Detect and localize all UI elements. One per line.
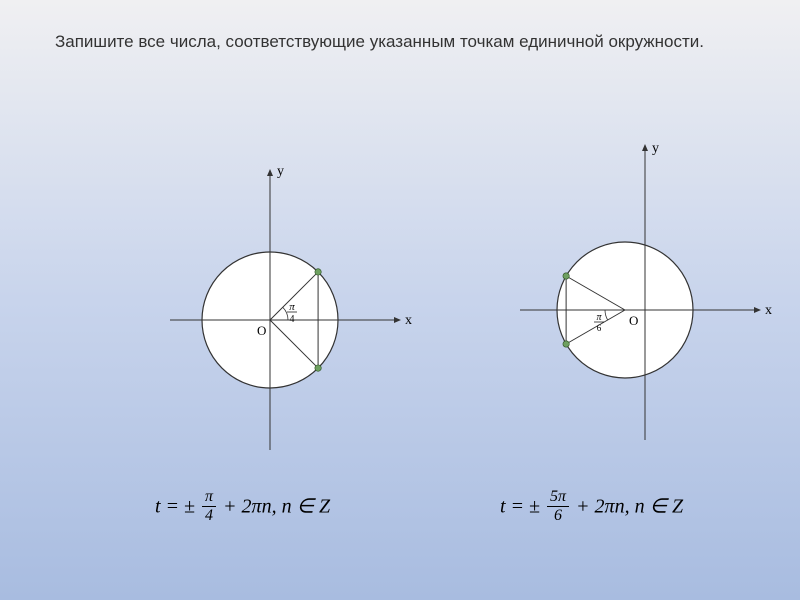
svg-text:y: y — [652, 141, 659, 156]
formula-right-den: 6 — [547, 507, 569, 525]
formula-right-num: 5π — [547, 488, 569, 507]
formula-left-num: π — [202, 488, 216, 507]
svg-text:π: π — [289, 301, 295, 313]
formula-right-frac: 5π 6 — [547, 488, 569, 524]
formula-right-suffix: + 2πn, n ∈ Z — [576, 496, 683, 518]
task-title: Запишите все числа, соответствующие указ… — [55, 30, 745, 54]
formula-right: t = ± 5π 6 + 2πn, n ∈ Z — [500, 490, 683, 526]
formula-left-suffix: + 2πn, n ∈ Z — [223, 496, 330, 518]
svg-text:x: x — [765, 303, 772, 318]
formula-right-prefix: t = ± — [500, 496, 540, 518]
svg-text:x: x — [405, 313, 412, 328]
svg-text:4: 4 — [290, 314, 295, 325]
svg-text:y: y — [277, 164, 284, 179]
formula-left-prefix: t = ± — [155, 496, 195, 518]
formula-left: t = ± π 4 + 2πn, n ∈ Z — [155, 490, 330, 526]
diagram-area: xyOπ4 xyOπ6 — [0, 150, 800, 450]
svg-text:O: O — [257, 323, 266, 338]
diagram-right: xyOπ6 — [480, 130, 780, 455]
svg-text:O: O — [629, 313, 638, 328]
diagram-left: x y Oπ4 — [120, 150, 420, 465]
formula-left-den: 4 — [202, 507, 216, 525]
svg-text:6: 6 — [597, 323, 602, 333]
formula-left-frac: π 4 — [202, 488, 216, 524]
